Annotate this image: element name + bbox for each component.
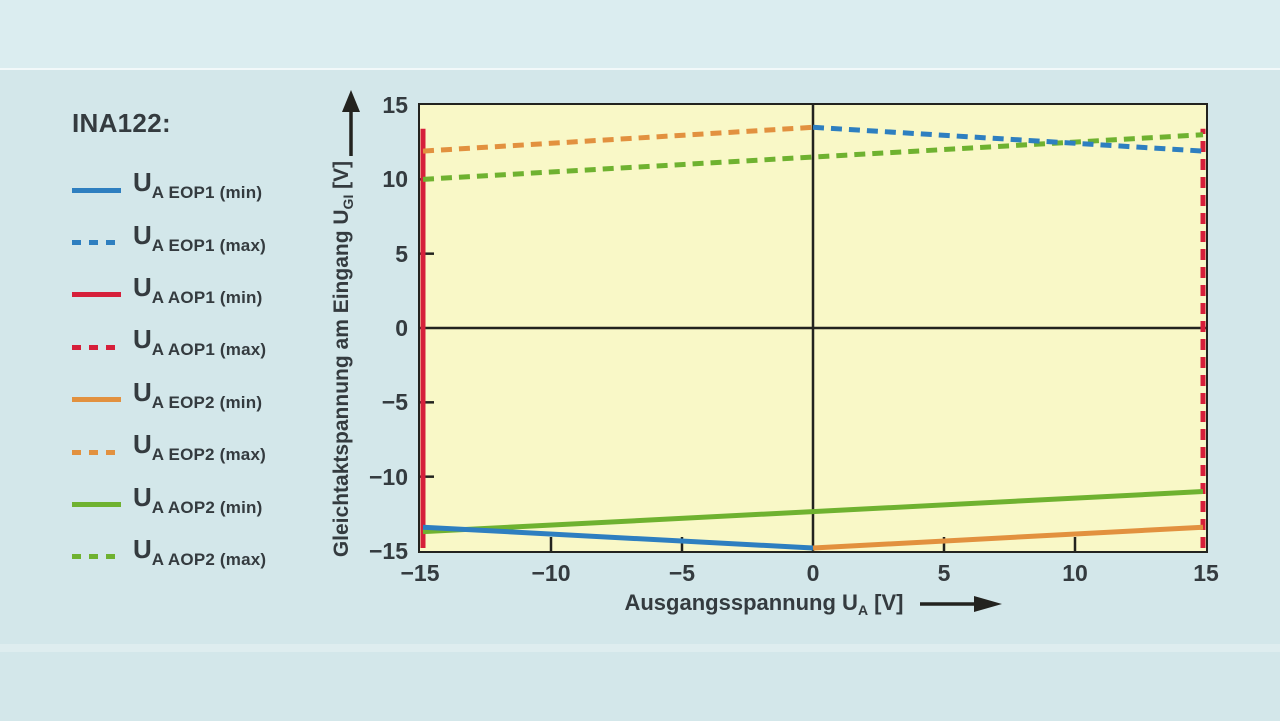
x-tick-label: 5 (937, 560, 951, 586)
chart-svg (420, 105, 1206, 551)
legend-dashed-line-swatch (72, 554, 121, 560)
legend-item: UA EOP1 (max) (72, 211, 266, 263)
legend-item-label: UA AOP2 (min) (133, 481, 263, 517)
legend-solid-line-swatch (72, 397, 121, 403)
y-tick-label: −10 (368, 463, 408, 490)
series-line-u-a-eop2-max- (422, 124, 814, 154)
legend-solid-line-swatch (72, 187, 121, 193)
series-line-u-a-eop1-max- (812, 124, 1204, 154)
legend-title: INA122: (72, 108, 171, 138)
x-axis-title: Ausgangsspannung UA [V] (624, 590, 903, 618)
legend-dashed-line-swatch (72, 344, 121, 350)
legend-item-label: UA AOP1 (min) (133, 271, 263, 307)
legend-item: UA AOP2 (min) (72, 473, 266, 525)
legend-item-label: UA AOP1 (max) (133, 324, 267, 360)
x-tick-label: 10 (1062, 560, 1088, 586)
legend-list: UA EOP1 (min) UA EOP1 (max) UA AOP1 (min) U… (72, 159, 266, 578)
bottom-divider (0, 644, 1280, 652)
legend-item-label: UA EOP1 (max) (133, 219, 266, 255)
up-arrow-icon (342, 90, 360, 156)
legend-item-label: UA EOP1 (min) (133, 167, 263, 203)
y-axis-title: Gleichtaktspannung am Eingang UGI [V] (320, 160, 366, 558)
legend: INA122: UA EOP1 (min) UA EOP1 (max) UA AOP… (72, 108, 266, 578)
x-tick-label: 0 (806, 560, 820, 586)
legend-item: UA AOP2 (max) (72, 526, 266, 578)
y-tick-label: −5 (381, 389, 408, 416)
legend-item: UA AOP1 (max) (72, 316, 266, 368)
plot-area (418, 103, 1208, 553)
y-tick-label: 0 (395, 315, 408, 341)
y-tick-label: −15 (368, 538, 408, 564)
x-tick-label: −5 (668, 560, 696, 586)
x-axis-title-subscript: A (857, 602, 869, 618)
legend-solid-line-swatch (72, 502, 121, 508)
series-line-u-a-eop1-min- (422, 524, 814, 551)
legend-solid-line-swatch (72, 292, 121, 298)
legend-dashed-line-swatch (72, 449, 121, 455)
x-axis-title-unit: [V] (868, 590, 904, 615)
legend-item: UA EOP2 (max) (72, 421, 266, 473)
x-axis-title-row: Ausgangsspannung UA [V] (418, 590, 1208, 618)
x-tick-label: −10 (531, 560, 571, 586)
series-line-u-a-eop2-min- (812, 524, 1204, 551)
y-tick-label: 10 (382, 166, 408, 193)
legend-item-label: UA EOP2 (min) (133, 376, 263, 412)
y-axis-title-subscript: GI (340, 194, 357, 210)
x-tick-label: 15 (1193, 560, 1219, 586)
y-tick-label: 5 (395, 240, 408, 267)
top-strip (0, 0, 1280, 70)
legend-dashed-line-swatch (72, 240, 121, 246)
x-axis-title-text: Ausgangsspannung U (624, 590, 858, 615)
y-tick-label: 15 (382, 92, 408, 118)
legend-item: UA EOP1 (min) (72, 159, 266, 211)
legend-item: UA AOP1 (min) (72, 264, 266, 316)
legend-item-label: UA EOP2 (max) (133, 429, 266, 465)
series-line-u-a-aop2-min- (422, 489, 1204, 535)
legend-item-label: UA AOP2 (max) (133, 533, 267, 569)
legend-item: UA EOP2 (min) (72, 369, 266, 421)
x-tick-label: −15 (400, 560, 440, 586)
right-arrow-icon (919, 596, 1002, 612)
